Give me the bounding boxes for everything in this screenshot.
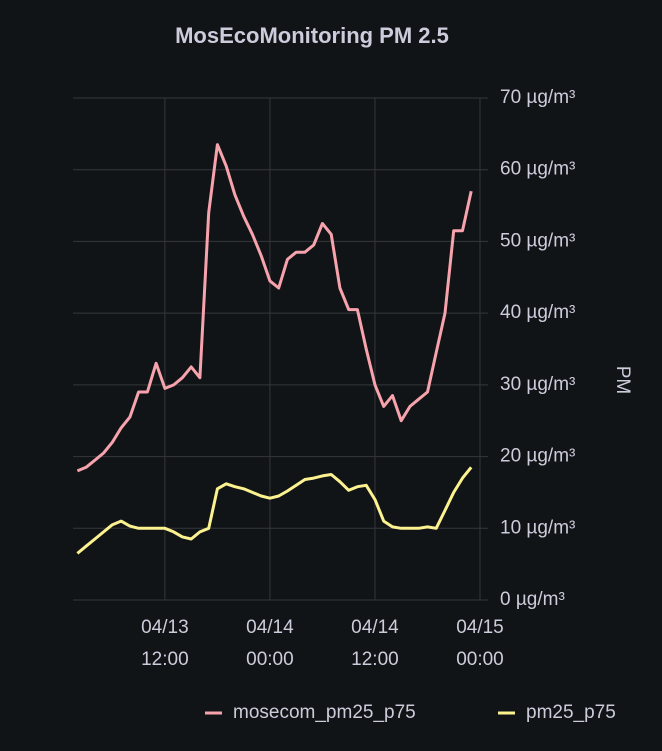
y-tick-label: 40 µg/m³ <box>500 302 575 323</box>
chart-title: MosEcoMonitoring PM 2.5 <box>175 23 449 48</box>
legend-label: pm25_p75 <box>526 702 616 723</box>
x-tick-label: 04/14 00:00 <box>246 617 294 670</box>
y-tick-label: 10 µg/m³ <box>500 517 575 538</box>
x-tick-label: 04/13 12:00 <box>141 617 189 670</box>
x-tick-label: 04/15 00:00 <box>456 617 504 670</box>
y-tick-label: 70 µg/m³ <box>500 87 575 108</box>
legend-label: mosecom_pm25_p75 <box>233 702 416 723</box>
y-tick-label: 60 µg/m³ <box>500 159 575 180</box>
y-tick-label: 20 µg/m³ <box>500 446 575 467</box>
series-line <box>76 466 473 555</box>
y-tick-label: 30 µg/m³ <box>500 374 575 395</box>
series-line <box>76 143 473 473</box>
y-tick-label: 50 µg/m³ <box>500 230 575 251</box>
x-tick-label: 04/14 12:00 <box>351 617 399 670</box>
y-axis-label: PM <box>612 366 633 395</box>
y-tick-label: 0 µg/m³ <box>500 589 565 610</box>
